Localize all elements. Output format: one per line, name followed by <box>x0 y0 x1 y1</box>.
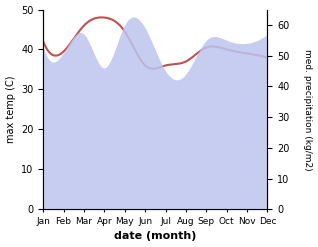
Y-axis label: med. precipitation (kg/m2): med. precipitation (kg/m2) <box>303 49 313 170</box>
Y-axis label: max temp (C): max temp (C) <box>5 76 16 143</box>
X-axis label: date (month): date (month) <box>114 231 197 242</box>
